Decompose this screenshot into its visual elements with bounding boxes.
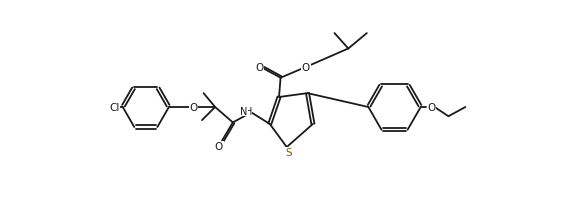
Text: O: O	[215, 142, 223, 152]
Text: O: O	[302, 63, 310, 73]
Text: O: O	[189, 103, 198, 112]
Text: Cl: Cl	[109, 103, 120, 112]
Text: O: O	[428, 103, 435, 112]
Text: O: O	[256, 63, 264, 73]
Text: H: H	[245, 106, 252, 116]
Text: S: S	[285, 148, 292, 158]
Text: N: N	[240, 106, 247, 116]
